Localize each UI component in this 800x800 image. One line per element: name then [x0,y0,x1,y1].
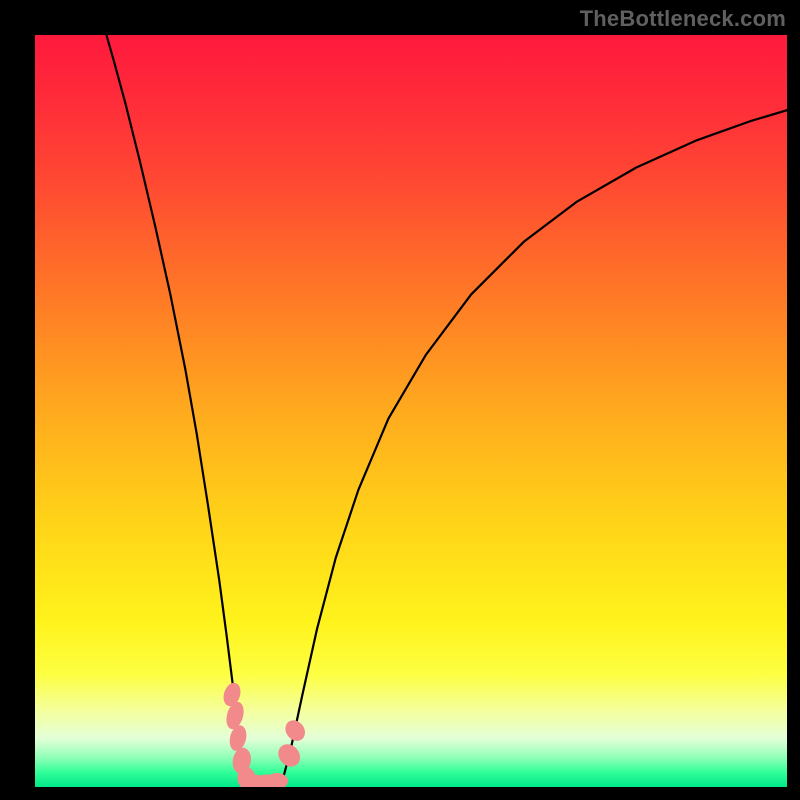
bottleneck-chart: TheBottleneck.com [0,0,800,800]
plot-area [35,35,787,790]
watermark-text: TheBottleneck.com [580,6,786,32]
marker-7 [266,773,288,789]
chart-svg [0,0,800,800]
gradient-background [35,35,787,787]
